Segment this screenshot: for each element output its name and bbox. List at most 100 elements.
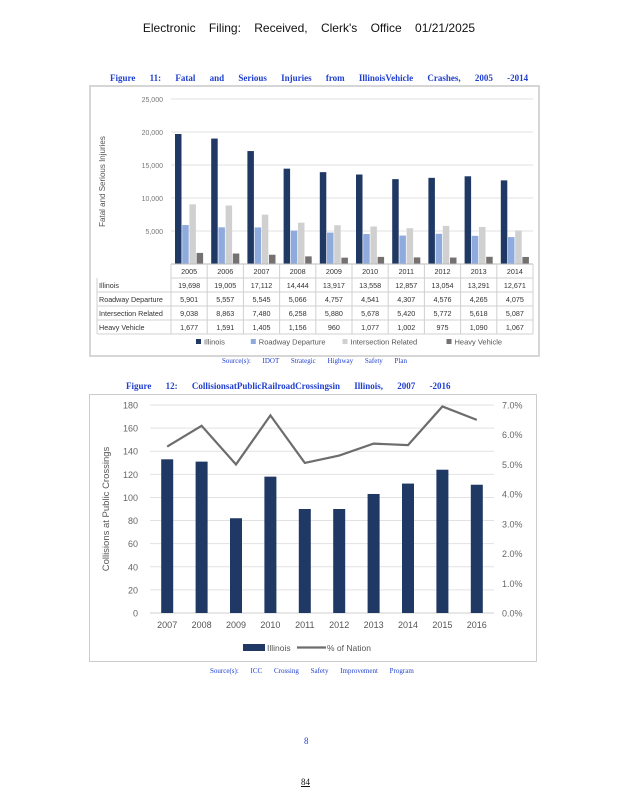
chart-railroad-collisions: 0 20 40 60 80 100 120 140 160 180 0.0% 1.0% 2.0% 3.0%… — [101, 401, 523, 654]
x-tick-label: 2015 — [432, 620, 452, 630]
table-cell: 5,087 — [506, 309, 524, 318]
y2-tick-label: 1.0% — [502, 579, 523, 589]
table-cell: 4,307 — [397, 295, 415, 304]
bar-illinois — [367, 493, 380, 613]
y-tick-label: 80 — [128, 516, 138, 526]
bar-illinois — [464, 176, 472, 264]
bar-roadway-departure — [218, 227, 225, 264]
table-cell: 17,112 — [251, 281, 272, 290]
x-tick-label: 2007 — [157, 620, 177, 630]
x-tick-label: 2014 — [398, 620, 418, 630]
bar-heavy-vehicle — [305, 256, 312, 264]
y-tick-label: 120 — [123, 470, 138, 480]
legend-swatch — [342, 339, 348, 344]
bar-roadway-departure — [327, 232, 334, 264]
figure-11-source: Source(s): IDOT Strategic Highway Safety… — [222, 357, 407, 365]
legend-swatch-illinois — [243, 644, 265, 651]
bar-illinois — [470, 484, 483, 613]
legend-label: Heavy Vehicle — [455, 338, 503, 347]
table-cell: 975 — [437, 323, 449, 332]
bar-illinois — [356, 174, 363, 264]
bar-intersection-related — [298, 222, 305, 264]
y2-tick-label: 3.0% — [502, 519, 523, 529]
bar-heavy-vehicle — [196, 252, 204, 264]
bar-roadway-departure — [182, 225, 189, 264]
table-cell: 12,671 — [504, 281, 526, 290]
bar-heavy-vehicle — [450, 257, 457, 264]
bar-illinois — [264, 476, 277, 613]
table-cell: 1,090 — [470, 323, 488, 332]
table-cell: 13,558 — [359, 281, 381, 290]
y2-tick-label: 2.0% — [502, 549, 523, 559]
bar-heavy-vehicle — [413, 257, 421, 264]
bar-intersection-related — [261, 214, 269, 264]
page-number: 8 — [304, 736, 309, 746]
x-tick-label: 2008 — [290, 267, 306, 276]
table-cell: 9,038 — [180, 309, 198, 318]
y2-tick-label: 7.0% — [502, 401, 523, 411]
bar-roadway-departure — [471, 235, 479, 264]
table-cell: 14,444 — [287, 281, 309, 290]
x-tick-label: 2010 — [362, 267, 378, 276]
table-cell: 13,917 — [323, 281, 345, 290]
figure-11-chart: 5,000 10,000 15,000 20,000 25,000 Fatal and S… — [89, 85, 540, 357]
pdf-page-number: 84 — [301, 777, 310, 787]
y-tick-label: 140 — [123, 447, 138, 457]
bar-roadway-departure — [435, 233, 443, 264]
y2-tick-label: 4.0% — [502, 490, 523, 500]
bar-illinois — [392, 179, 399, 264]
bar-intersection-related — [442, 225, 450, 264]
y-axis-label: Collisions at Public Crossings — [101, 446, 112, 571]
bar-intersection-related — [515, 230, 522, 264]
table-cell: 19,698 — [178, 281, 200, 290]
figure-12-chart: 0 20 40 60 80 100 120 140 160 180 0.0% 1.0% 2.0% 3.0%… — [89, 394, 537, 662]
bar-intersection-related — [370, 226, 377, 264]
chart-fatal-serious-injuries: 5,000 10,000 15,000 20,000 25,000 Fatal and S… — [96, 97, 534, 347]
y-tick-label: 20 — [128, 585, 138, 595]
table-cell: 5,678 — [361, 309, 379, 318]
bar-heavy-vehicle — [269, 254, 276, 264]
table-cell: 13,054 — [432, 281, 454, 290]
bar-roadway-departure — [508, 237, 515, 264]
bar-illinois — [500, 180, 508, 264]
legend-swatch — [250, 339, 256, 344]
table-cell: 5,557 — [216, 295, 234, 304]
x-tick-label: 2007 — [254, 267, 270, 276]
y-tick-label: 100 — [123, 493, 138, 503]
bar-illinois — [283, 168, 291, 264]
bar-intersection-related — [225, 205, 233, 264]
table-cell: 5,880 — [325, 309, 343, 318]
bar-illinois — [298, 509, 311, 613]
y2-tick-label: 5.0% — [502, 460, 523, 470]
bar-roadway-departure — [290, 230, 298, 264]
table-cell: 6,258 — [289, 309, 307, 318]
table-cell: 12,857 — [395, 281, 417, 290]
bar-illinois — [230, 518, 242, 613]
y-tick-label: 0 — [133, 609, 138, 619]
x-tick-label: 2009 — [226, 620, 246, 630]
y-tick-label: 60 — [128, 539, 138, 549]
y-tick-label: 40 — [128, 562, 138, 572]
x-tick-label: 2009 — [326, 267, 342, 276]
table-cell: 5,901 — [180, 295, 198, 304]
table-cell: 5,772 — [434, 309, 452, 318]
legend-label: Illinois — [204, 338, 225, 347]
table-cell: 7,480 — [253, 309, 271, 318]
table-cell: 4,075 — [506, 295, 524, 304]
bar-illinois — [333, 509, 346, 613]
x-tick-label: 2016 — [467, 620, 487, 630]
legend-label: Roadway Departure — [259, 338, 326, 347]
legend-label: % of Nation — [327, 643, 371, 653]
y-tick-label: 10,000 — [142, 196, 164, 203]
bar-heavy-vehicle — [377, 256, 385, 264]
table-cell: 1,405 — [253, 323, 271, 332]
x-tick-label: 2013 — [471, 267, 487, 276]
y-tick-label: 15,000 — [142, 163, 164, 170]
filing-header: Electronic Filing: Received, Clerk's Off… — [142, 21, 476, 35]
bar-roadway-departure — [363, 234, 370, 264]
table-row-label: Intersection Related — [99, 309, 163, 318]
bar-illinois — [428, 177, 435, 264]
table-cell: 1,156 — [289, 323, 307, 332]
bar-heavy-vehicle — [341, 257, 348, 264]
y2-tick-label: 0.0% — [502, 609, 523, 619]
